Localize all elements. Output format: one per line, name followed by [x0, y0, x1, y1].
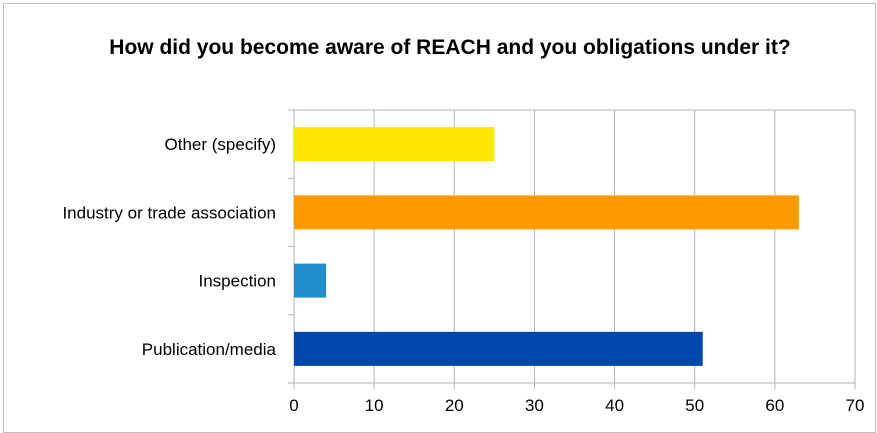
bar: [294, 127, 495, 162]
bars: [294, 127, 799, 366]
category-label: Publication/media: [142, 340, 277, 359]
bar: [294, 331, 703, 366]
x-tick-label: 40: [605, 396, 624, 415]
category-labels: Other (specify) Industry or trade associa…: [62, 135, 276, 359]
x-tick-label: 0: [289, 396, 298, 415]
x-tick-label: 30: [525, 396, 544, 415]
category-label: Industry or trade association: [62, 203, 276, 222]
x-tick-label: 60: [765, 396, 784, 415]
bar: [294, 263, 327, 298]
x-tick-label: 10: [365, 396, 384, 415]
x-tick-labels: 0 10 20 30 40 50 60 70: [289, 396, 864, 415]
bar: [294, 195, 799, 230]
x-tick-label: 70: [846, 396, 865, 415]
x-tick-label: 20: [445, 396, 464, 415]
category-label: Other (specify): [165, 135, 276, 154]
category-label: Inspection: [199, 272, 277, 291]
chart-title: How did you become aware of REACH and yo…: [109, 36, 791, 59]
x-tick-label: 50: [685, 396, 704, 415]
